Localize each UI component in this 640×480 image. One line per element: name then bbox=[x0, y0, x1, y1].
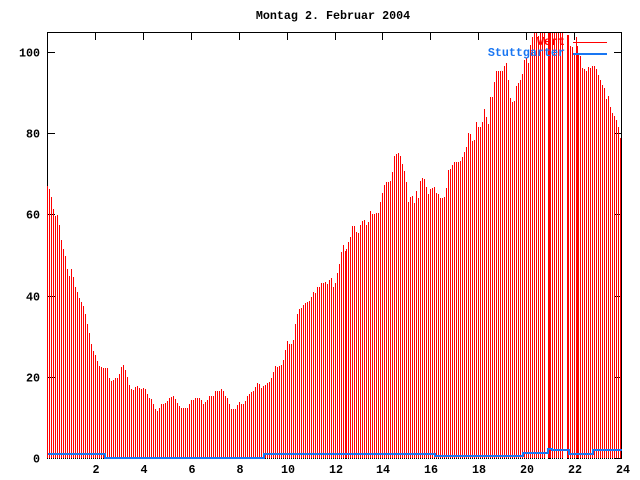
svg-text:100: 100 bbox=[19, 47, 40, 61]
svg-text:40: 40 bbox=[26, 291, 40, 305]
svg-text:8: 8 bbox=[236, 463, 243, 477]
svg-text:80: 80 bbox=[26, 128, 40, 142]
svg-text:6: 6 bbox=[188, 463, 195, 477]
svg-text:22: 22 bbox=[568, 463, 582, 477]
svg-text:10: 10 bbox=[281, 463, 295, 477]
svg-text:24: 24 bbox=[616, 463, 630, 477]
svg-text:60: 60 bbox=[26, 209, 40, 223]
svg-text:Montag 2. Februar 2004: Montag 2. Februar 2004 bbox=[256, 9, 410, 23]
svg-text:14: 14 bbox=[376, 463, 390, 477]
svg-text:16: 16 bbox=[424, 463, 438, 477]
svg-text:20: 20 bbox=[520, 463, 534, 477]
svg-text:2: 2 bbox=[92, 463, 99, 477]
svg-text:20: 20 bbox=[26, 372, 40, 386]
svg-text:18: 18 bbox=[472, 463, 486, 477]
svg-text:Stuttgarter: Stuttgarter bbox=[488, 46, 565, 60]
svg-text:12: 12 bbox=[329, 463, 343, 477]
svg-text:4: 4 bbox=[140, 463, 147, 477]
svg-text:0: 0 bbox=[33, 453, 40, 467]
